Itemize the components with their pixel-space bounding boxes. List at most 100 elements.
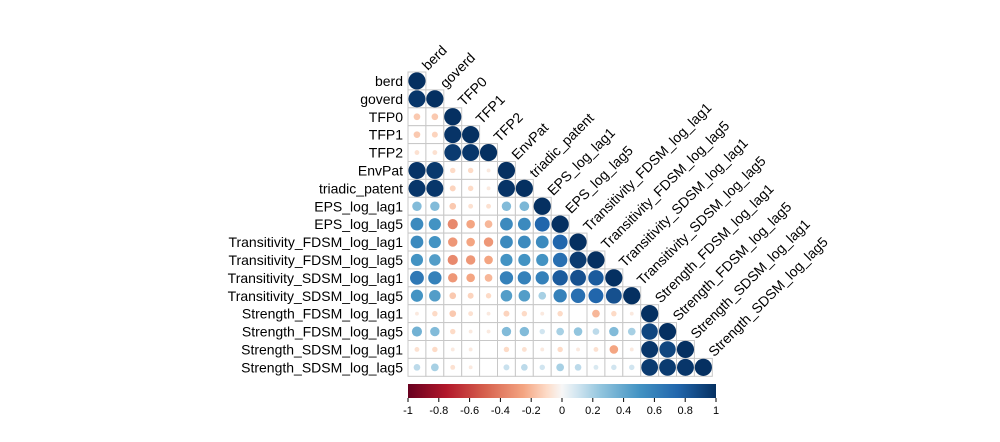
- correlation-circle-strength-fdsm-log-lag5-transitivity-fdsm-log-lag5: [592, 328, 600, 335]
- row-label-strength-sdsm-log-lag5: Strength_SDSM_log_lag5: [241, 359, 403, 375]
- row-label-tfp2: TFP2: [369, 145, 403, 161]
- correlation-circle-strength-fdsm-log-lag5-eps-log-lag5: [556, 327, 565, 336]
- correlation-circle-transitivity-fdsm-log-lag5-eps-log-lag1: [536, 253, 549, 267]
- correlation-circle-strength-fdsm-log-lag1-tfp2: [486, 311, 491, 316]
- correlation-circle-strength-sdsm-log-lag5-strength-sdsm-log-lag1: [676, 358, 694, 376]
- row-label-goverd: goverd: [360, 91, 403, 107]
- correlation-circle-eps-log-lag1-eps-log-lag1: [533, 197, 551, 215]
- correlation-circle-eps-log-lag5-tfp2: [484, 220, 493, 228]
- row-label-strength-fdsm-log-lag5: Strength_FDSM_log_lag5: [242, 324, 403, 340]
- correlation-circle-strength-fdsm-log-lag1-envpat: [503, 310, 510, 317]
- correlation-circle-strength-sdsm-log-lag5-envpat: [503, 364, 510, 371]
- correlation-circle-eps-log-lag1-tfp1: [468, 203, 474, 209]
- correlation-circle-strength-sdsm-log-lag5-transitivity-fdsm-log-lag1: [574, 364, 582, 371]
- correlation-circle-goverd-berd: [408, 90, 426, 108]
- correlation-circle-tfp0-tfp0: [444, 108, 462, 126]
- row-label-transitivity-sdsm-log-lag1: Transitivity_SDSM_log_lag1: [228, 270, 404, 286]
- correlation-circle-strength-fdsm-log-lag5-strength-fdsm-log-lag5: [658, 322, 677, 341]
- correlation-circle-envpat-tfp2: [486, 168, 491, 173]
- colorbar-tick-label: 0: [559, 405, 565, 417]
- row-label-triadic-patent: triadic_patent: [319, 180, 403, 196]
- correlation-circle-transitivity-sdsm-log-lag1-tfp0: [448, 273, 458, 283]
- correlation-circle-strength-sdsm-log-lag1-transitivity-fdsm-log-lag1: [576, 347, 580, 352]
- correlation-circle-tfp2-tfp2: [479, 143, 498, 162]
- correlation-circle-eps-log-lag5-eps-log-lag5: [551, 215, 569, 233]
- correlation-circle-transitivity-sdsm-log-lag1-transitivity-sdsm-log-lag1: [605, 269, 623, 287]
- row-label-strength-fdsm-log-lag1: Strength_FDSM_log_lag1: [242, 306, 403, 322]
- correlation-circle-strength-fdsm-log-lag5-berd: [411, 326, 423, 337]
- row-label-eps-log-lag5: EPS_log_lag5: [314, 216, 403, 232]
- row-label-envpat: EnvPat: [358, 162, 403, 178]
- correlation-circle-strength-sdsm-log-lag5-strength-sdsm-log-lag5: [694, 358, 712, 376]
- correlation-circle-strength-sdsm-log-lag5-eps-log-lag1: [539, 364, 545, 371]
- correlation-circle-eps-log-lag5-tfp1: [466, 219, 475, 229]
- correlation-circle-tfp0-goverd: [431, 113, 439, 121]
- correlation-circle-strength-sdsm-log-lag5-transitivity-fdsm-log-lag5: [593, 364, 599, 370]
- colorbar-tick-label: 0.2: [585, 405, 600, 417]
- correlation-circle-strength-fdsm-log-lag5-envpat: [501, 326, 512, 337]
- correlation-circle-transitivity-sdsm-log-lag1-berd: [410, 270, 424, 285]
- correlation-circle-strength-sdsm-log-lag1-envpat: [503, 346, 510, 353]
- correlation-circle-triadic-patent-berd: [408, 179, 426, 197]
- row-label-transitivity-fdsm-log-lag1: Transitivity_FDSM_log_lag1: [228, 234, 403, 250]
- correlation-circle-strength-fdsm-log-lag5-tfp2: [486, 329, 491, 334]
- colorbar-tick-label: 0.4: [616, 405, 631, 417]
- correlation-circle-strength-sdsm-log-lag1-triadic-patent: [521, 347, 527, 352]
- correlation-circle-strength-fdsm-log-lag1-strength-fdsm-log-lag1: [641, 305, 659, 323]
- correlation-circle-strength-sdsm-log-lag5-tfp0: [450, 364, 456, 370]
- correlation-circle-envpat-envpat: [497, 161, 516, 180]
- correlation-circle-eps-log-lag5-triadic-patent: [517, 217, 531, 231]
- correlation-circle-tfp1-tfp1: [462, 126, 480, 144]
- correlation-circle-transitivity-sdsm-log-lag5-transitivity-fdsm-log-lag5: [588, 288, 604, 304]
- correlation-circle-strength-fdsm-log-lag1-tfp0: [449, 310, 457, 317]
- correlation-circle-strength-fdsm-log-lag1-transitivity-fdsm-log-lag5: [592, 309, 600, 318]
- correlation-circle-eps-log-lag1-tfp2: [486, 203, 491, 209]
- correlation-circle-strength-sdsm-log-lag1-transitivity-fdsm-log-lag5: [593, 347, 599, 352]
- correlation-circle-strength-fdsm-log-lag1-eps-log-lag5: [557, 310, 563, 317]
- correlation-circle-transitivity-fdsm-log-lag1-eps-log-lag5: [552, 234, 568, 250]
- correlation-circle-tfp2-berd: [414, 150, 420, 155]
- correlation-circle-strength-sdsm-log-lag1-tfp0: [450, 347, 455, 352]
- colorbar-tick-label: -0.6: [460, 405, 479, 417]
- correlation-circle-strength-sdsm-log-lag5-eps-log-lag5: [556, 363, 565, 372]
- correlation-circle-tfp2-goverd: [432, 150, 438, 155]
- correlation-circle-tfp2-tfp1: [462, 144, 480, 162]
- row-label-berd: berd: [375, 73, 403, 89]
- correlation-circle-transitivity-sdsm-log-lag1-envpat: [499, 271, 514, 285]
- correlation-circle-strength-fdsm-log-lag5-eps-log-lag1: [539, 328, 545, 335]
- correlation-circle-transitivity-sdsm-log-lag5-tfp0: [449, 292, 457, 300]
- correlation-circle-transitivity-fdsm-log-lag1-transitivity-fdsm-log-lag1: [569, 233, 587, 251]
- colorbar-tick-label: 0.8: [678, 405, 693, 417]
- correlation-circle-strength-sdsm-log-lag1-strength-fdsm-log-lag1: [641, 340, 659, 358]
- correlation-circle-transitivity-fdsm-log-lag1-tfp1: [466, 237, 475, 247]
- correlation-circle-strength-sdsm-log-lag1-eps-log-lag5: [557, 346, 563, 353]
- correlation-circle-strength-sdsm-log-lag5-strength-fdsm-log-lag1: [641, 358, 659, 376]
- correlation-circle-eps-log-lag5-berd: [410, 217, 424, 231]
- correlation-circle-transitivity-fdsm-log-lag5-transitivity-fdsm-log-lag1: [569, 251, 587, 269]
- correlation-circle-eps-log-lag1-triadic-patent: [519, 201, 530, 212]
- correlation-circle-strength-fdsm-log-lag5-transitivity-sdsm-log-lag5: [627, 327, 636, 336]
- correlation-circle-transitivity-fdsm-log-lag1-goverd: [428, 235, 441, 249]
- correlation-circle-eps-log-lag5-eps-log-lag1: [534, 216, 550, 232]
- correlation-circle-strength-fdsm-log-lag1-triadic-patent: [521, 310, 528, 317]
- correlation-circle-tfp1-goverd: [431, 131, 438, 138]
- correlation-circle-transitivity-fdsm-log-lag1-berd: [410, 235, 424, 249]
- correlation-circle-transitivity-sdsm-log-lag5-eps-log-lag1: [538, 291, 547, 300]
- correlation-circle-strength-sdsm-log-lag1-eps-log-lag1: [540, 347, 545, 352]
- correlation-circle-transitivity-fdsm-log-lag1-eps-log-lag1: [535, 235, 549, 249]
- row-label-tfp0: TFP0: [369, 109, 403, 125]
- correlation-circle-transitivity-fdsm-log-lag1-tfp2: [483, 237, 494, 247]
- correlation-circle-eps-log-lag1-envpat: [501, 201, 512, 211]
- correlation-circle-strength-sdsm-log-lag1-tfp1: [468, 347, 473, 352]
- grid-cell: [568, 304, 588, 324]
- correlation-circle-transitivity-fdsm-log-lag5-berd: [410, 253, 424, 267]
- colorbar-tick-label: -1: [403, 405, 413, 417]
- colorbar: -1 -0.8 -0.6 -0.4 -0.2 0 0.2 0.4 0.6 0.8 1: [403, 384, 719, 417]
- correlation-circle-tfp0-berd: [413, 113, 421, 121]
- correlation-circle-transitivity-sdsm-log-lag1-eps-log-lag1: [535, 271, 549, 285]
- correlation-circle-strength-fdsm-log-lag5-transitivity-sdsm-log-lag1: [609, 326, 619, 337]
- correlation-circle-strength-sdsm-log-lag5-transitivity-sdsm-log-lag5: [629, 364, 635, 371]
- correlation-circle-envpat-tfp1: [467, 167, 474, 174]
- correlation-circle-strength-sdsm-log-lag5-triadic-patent: [521, 364, 528, 371]
